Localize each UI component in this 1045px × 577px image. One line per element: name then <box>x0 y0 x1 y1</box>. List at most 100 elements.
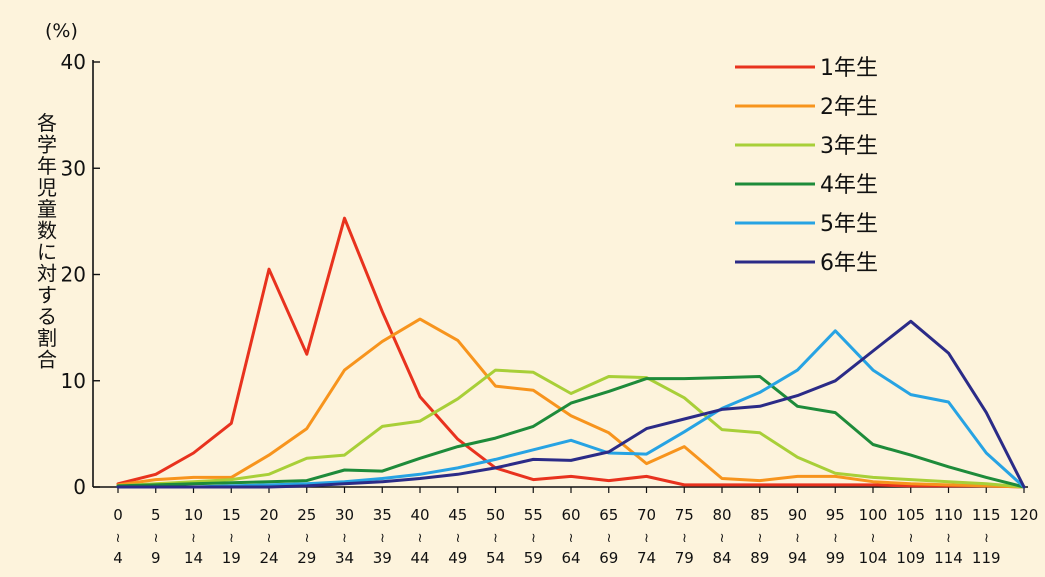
x-tick-label-start: 110 <box>934 506 963 524</box>
x-tick-label-end: 49 <box>448 549 467 567</box>
x-tick-range-mark: ~ <box>450 533 465 544</box>
x-tick-range-mark: ~ <box>186 533 201 544</box>
x-tick-label-start: 45 <box>448 506 467 524</box>
x-tick-label-start: 40 <box>410 506 429 524</box>
x-tick-label-start: 25 <box>297 506 316 524</box>
x-tick-range-mark: ~ <box>639 533 654 544</box>
series-line-grade-1 <box>116 216 1026 489</box>
y-axis-title-char: す <box>37 283 57 307</box>
x-tick-range-mark: ~ <box>299 533 314 544</box>
y-axis-title-char: 割 <box>37 326 57 350</box>
x-tick-label-end: 109 <box>896 549 925 567</box>
legend-label: 4年生 <box>820 173 878 198</box>
x-tick-label-start: 80 <box>712 506 731 524</box>
y-unit-label: (%) <box>45 20 78 42</box>
series-lines <box>116 216 1026 489</box>
x-tick-label-end: 104 <box>859 549 888 567</box>
x-tick-range-mark: ~ <box>337 533 352 544</box>
y-axis-title-char: 数 <box>37 219 57 243</box>
x-tick-label-start: 5 <box>151 506 161 524</box>
x-tick-label-end: 4 <box>113 549 123 567</box>
x-tick-label-end: 114 <box>934 549 963 567</box>
x-tick-label-end: 99 <box>826 549 845 567</box>
y-axis-title-char: 児 <box>37 176 57 200</box>
y-ticks: 0 10 20 30 40 <box>61 50 100 499</box>
axes <box>92 60 1028 488</box>
series-line-grade-3 <box>116 368 1026 489</box>
series-line-grade-5 <box>116 329 1026 489</box>
x-tick-label-start: 115 <box>972 506 1001 524</box>
x-tick-range-mark: ~ <box>865 533 880 544</box>
x-tick-label-start: 60 <box>561 506 580 524</box>
x-tick-label-end: 54 <box>486 549 505 567</box>
legend-label: 5年生 <box>820 212 878 237</box>
x-tick-range-mark: ~ <box>525 533 540 544</box>
x-tick-label-end: 74 <box>637 549 656 567</box>
x-tick-label-end: 19 <box>222 549 241 567</box>
series-line-grade-2 <box>116 317 1026 489</box>
legend-label: 6年生 <box>820 251 878 276</box>
x-tick-range-mark: ~ <box>223 533 238 544</box>
y-axis-title-char: 対 <box>37 262 57 286</box>
x-tick-label-end: 119 <box>972 549 1001 567</box>
y-axis-title-char: に <box>37 240 57 264</box>
legend-label: 2年生 <box>820 95 878 120</box>
x-tick-range-mark: ~ <box>412 533 427 544</box>
x-tick-range-mark: ~ <box>488 533 503 544</box>
x-tick-label-start: 10 <box>184 506 203 524</box>
x-tick-label-end: 79 <box>675 549 694 567</box>
x-tick-range-mark: ~ <box>790 533 805 544</box>
x-tick-label-end: 59 <box>524 549 543 567</box>
x-tick-label-end: 94 <box>788 549 807 567</box>
x-tick-range-mark: ~ <box>374 533 389 544</box>
x-tick-label-start: 100 <box>859 506 888 524</box>
x-tick-label-start: 75 <box>675 506 694 524</box>
x-ticks: 0~45~910~1415~1920~2425~2930~3435~3940~4… <box>110 487 1038 567</box>
x-tick-label-end: 29 <box>297 549 316 567</box>
x-tick-label-end: 39 <box>373 549 392 567</box>
x-tick-range-mark: ~ <box>978 533 993 544</box>
x-tick-label-start: 70 <box>637 506 656 524</box>
x-tick-label-start: 90 <box>788 506 807 524</box>
y-tick-label: 0 <box>73 475 86 499</box>
x-tick-label-start: 85 <box>750 506 769 524</box>
y-tick-label: 30 <box>61 156 86 180</box>
x-tick-range-mark: ~ <box>903 533 918 544</box>
x-tick-label-end: 14 <box>184 549 203 567</box>
x-tick-label-start: 35 <box>373 506 392 524</box>
x-tick-label-start: 95 <box>826 506 845 524</box>
x-tick-label-end: 34 <box>335 549 354 567</box>
x-tick-range-mark: ~ <box>148 533 163 544</box>
y-axis-title-char: 学 <box>37 133 57 157</box>
x-tick-range-mark: ~ <box>261 533 276 544</box>
x-tick-range-mark: ~ <box>827 533 842 544</box>
series-line-grade-6 <box>116 319 1026 489</box>
x-tick-label-end: 84 <box>712 549 731 567</box>
x-tick-label-start: 20 <box>259 506 278 524</box>
y-tick-label: 10 <box>61 369 86 393</box>
x-tick-range-mark: ~ <box>714 533 729 544</box>
y-tick-label: 20 <box>61 263 86 287</box>
y-axis-title-char: 各 <box>37 111 57 135</box>
x-tick-label-start: 65 <box>599 506 618 524</box>
x-tick-label-start: 50 <box>486 506 505 524</box>
x-tick-range-mark: ~ <box>752 533 767 544</box>
x-tick-range-mark: ~ <box>601 533 616 544</box>
x-tick-label-end: 24 <box>259 549 278 567</box>
y-axis-title-char: 合 <box>37 348 57 372</box>
x-tick-range-mark: ~ <box>563 533 578 544</box>
x-tick-label-start: 0 <box>113 506 123 524</box>
y-axis-title-char: る <box>37 305 57 329</box>
x-tick-range-mark: ~ <box>941 533 956 544</box>
legend-label: 3年生 <box>820 134 878 159</box>
legend: 1年生 2年生 3年生 4年生 5年生 6年生 <box>735 56 878 276</box>
series-line-grade-4 <box>116 375 1026 489</box>
x-tick-label-start: 105 <box>896 506 925 524</box>
x-tick-label-start: 55 <box>524 506 543 524</box>
x-tick-label-end: 9 <box>151 549 161 567</box>
legend-label: 1年生 <box>820 56 878 81</box>
x-tick-range-mark: ~ <box>110 533 125 544</box>
